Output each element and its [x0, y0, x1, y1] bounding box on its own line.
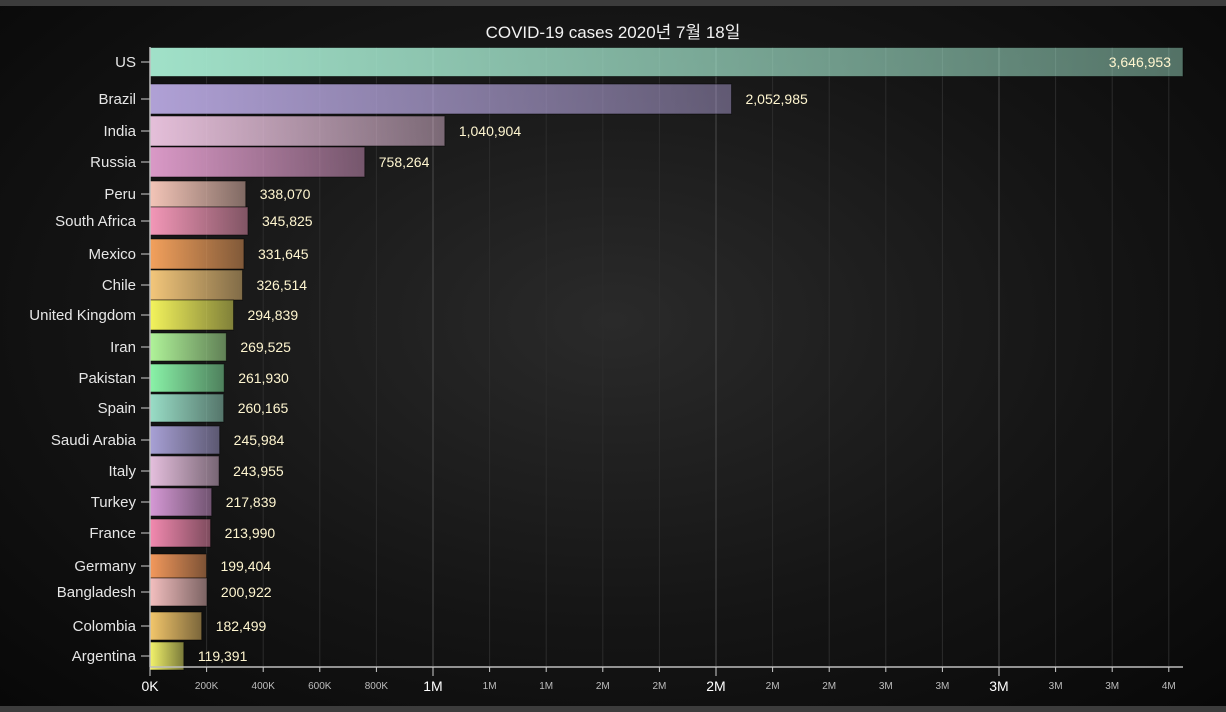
category-label: France — [89, 525, 136, 542]
bar-argentina — [149, 641, 185, 671]
bar-italy — [149, 455, 220, 487]
chart-title: COVID-19 cases 2020년 7월 18일 — [485, 23, 741, 42]
value-label: 199,404 — [220, 558, 271, 574]
x-tick-label: 3M — [1105, 681, 1119, 692]
value-label: 243,955 — [233, 463, 284, 479]
category-label: Russia — [90, 154, 137, 171]
bar-chart: US 3,646,953 Brazil 2,052,985 India 1,040,904… — [29, 47, 1184, 694]
bar-chile — [149, 269, 243, 301]
category-label: Peru — [104, 186, 136, 203]
x-tick-label: 0K — [141, 678, 159, 694]
category-label: Iran — [110, 339, 136, 356]
bar-germany — [149, 553, 207, 579]
x-tick-label: 3M — [879, 681, 893, 692]
value-label: 200,922 — [221, 584, 272, 600]
bar-iran — [149, 332, 227, 362]
category-label: Brazil — [98, 91, 136, 108]
category-label: India — [103, 123, 136, 140]
category-label: Chile — [102, 277, 136, 294]
x-tick-label: 400K — [252, 681, 276, 692]
category-label: US — [115, 54, 136, 71]
x-tick-label: 2M — [652, 681, 666, 692]
value-label: 331,645 — [258, 246, 309, 262]
bar-south-africa — [149, 206, 249, 236]
value-label: 245,984 — [234, 432, 285, 448]
value-label: 2,052,985 — [746, 91, 808, 107]
bar-united-kingdom — [149, 299, 235, 331]
x-tick-label: 2M — [596, 681, 610, 692]
value-label: 217,839 — [226, 494, 277, 510]
chart-area: COVID-19 cases 2020년 7월 18일 US 3,646,953 B… — [0, 6, 1226, 706]
value-label: 3,646,953 — [1109, 54, 1171, 70]
value-label: 758,264 — [379, 154, 430, 170]
x-tick-label: 800K — [365, 681, 389, 692]
value-label: 338,070 — [260, 186, 311, 202]
category-label: Colombia — [73, 618, 137, 635]
x-tick-label: 2M — [822, 681, 836, 692]
x-tick-label: 600K — [308, 681, 332, 692]
bar-bangladesh — [149, 577, 208, 607]
x-tick-label: 200K — [195, 681, 219, 692]
x-tick-label: 1M — [539, 681, 553, 692]
bar-colombia — [149, 611, 203, 641]
bar-turkey — [149, 487, 213, 517]
value-label: 119,391 — [198, 648, 248, 664]
category-label: South Africa — [55, 213, 137, 230]
value-label: 213,990 — [225, 525, 276, 541]
category-label: United Kingdom — [29, 307, 136, 324]
bar-russia — [149, 146, 366, 178]
value-label: 182,499 — [216, 618, 267, 634]
category-label: Bangladesh — [57, 584, 136, 601]
bar-brazil — [149, 83, 733, 115]
category-label: Germany — [74, 558, 136, 575]
category-label: Italy — [108, 463, 136, 480]
x-tick-label: 3M — [989, 678, 1008, 694]
category-label: Spain — [98, 400, 136, 417]
category-label: Pakistan — [78, 370, 136, 387]
value-label: 269,525 — [240, 339, 291, 355]
bar-france — [149, 518, 212, 548]
category-label: Saudi Arabia — [51, 432, 137, 449]
bar-india — [149, 115, 446, 147]
value-label: 294,839 — [248, 307, 299, 323]
value-label: 326,514 — [256, 277, 307, 293]
x-tick-label: 2M — [706, 678, 725, 694]
x-tick-label: 1M — [483, 681, 497, 692]
value-label: 260,165 — [238, 400, 289, 416]
bar-us — [149, 47, 1184, 77]
x-tick-label: 3M — [1049, 681, 1063, 692]
category-label: Argentina — [72, 648, 137, 665]
x-tick-label: 2M — [766, 681, 780, 692]
value-label: 261,930 — [238, 370, 289, 386]
value-label: 345,825 — [262, 213, 313, 229]
category-label: Mexico — [88, 246, 136, 263]
category-label: Turkey — [91, 494, 137, 511]
x-tick-label: 4M — [1162, 681, 1176, 692]
bar-peru — [149, 180, 247, 208]
bar-pakistan — [149, 363, 225, 393]
x-tick-label: 1M — [423, 678, 442, 694]
x-tick-label: 3M — [935, 681, 949, 692]
bar-saudi-arabia — [149, 425, 221, 455]
bar-mexico — [149, 238, 245, 270]
value-label: 1,040,904 — [459, 123, 521, 139]
bar-spain — [149, 393, 225, 423]
